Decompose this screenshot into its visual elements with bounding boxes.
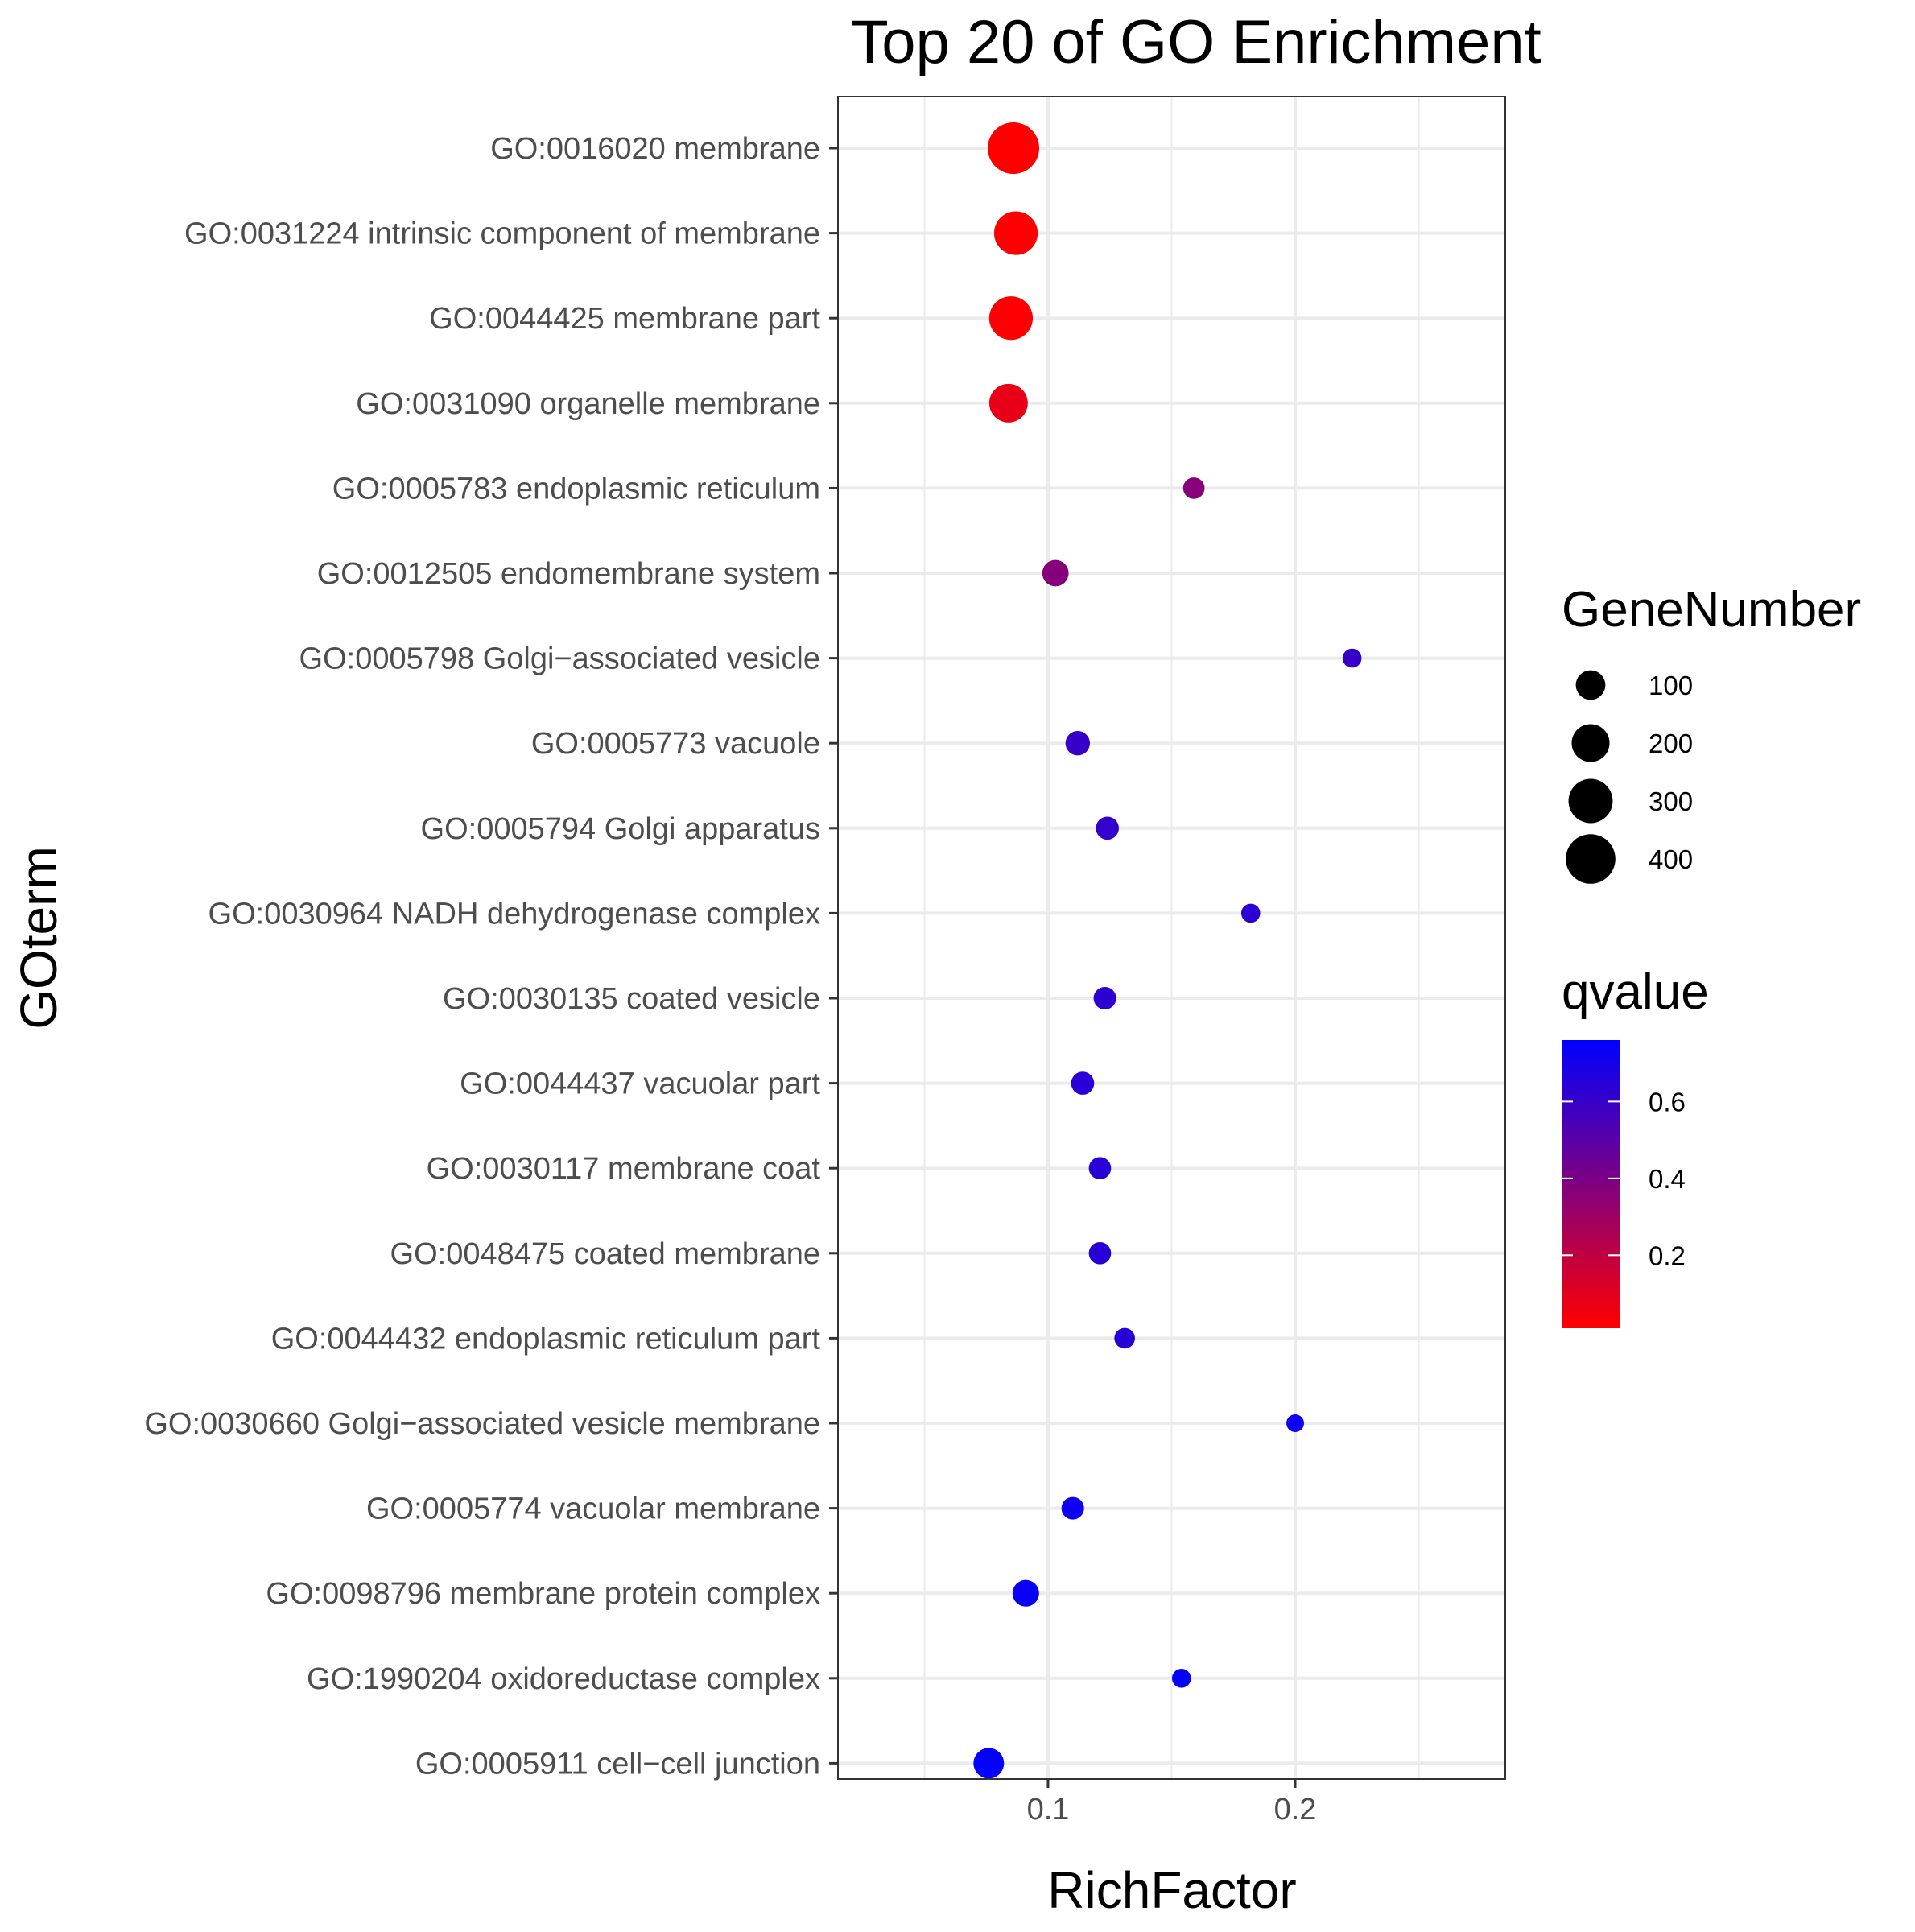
size-legend: GeneNumber 100 200 300 400 <box>1562 582 1861 884</box>
data-point <box>1342 648 1362 668</box>
colorbar-label: 0.4 <box>1649 1164 1686 1194</box>
y-tick-label: GO:0031224 intrinsic component of membra… <box>184 217 820 251</box>
data-point <box>1114 1327 1135 1349</box>
size-legend-label: 300 <box>1649 786 1693 816</box>
y-tick-label: GO:0005783 endoplasmic reticulum <box>332 472 820 506</box>
color-legend-title: qvalue <box>1562 964 1709 1020</box>
x-tick-label: 0.2 <box>1274 1793 1317 1827</box>
y-tick-label: GO:0030135 coated vesicle <box>443 982 820 1016</box>
y-tick-label: GO:1990204 oxidoreductase complex <box>307 1662 820 1696</box>
y-tick-label: GO:0048475 coated membrane <box>390 1237 820 1271</box>
y-tick-label: GO:0005911 cell−cell junction <box>415 1747 820 1781</box>
y-tick-label: GO:0030117 membrane coat <box>427 1152 821 1186</box>
data-point <box>1012 1579 1039 1607</box>
data-point <box>1061 1496 1084 1520</box>
data-point <box>1240 903 1261 923</box>
y-axis-title: GOterm <box>10 846 68 1030</box>
data-point <box>1096 816 1119 840</box>
data-point <box>993 211 1038 255</box>
colorbar <box>1562 1040 1620 1328</box>
data-point <box>988 296 1034 341</box>
data-point <box>1088 1157 1112 1180</box>
y-tick-label: GO:0005798 Golgi−associated vesicle <box>299 642 820 676</box>
y-tick-label: GO:0005774 vacuolar membrane <box>366 1492 820 1526</box>
y-tick-label: GO:0012505 endomembrane system <box>317 557 820 591</box>
plot-panel <box>837 96 1506 1780</box>
y-tick-label: GO:0030660 Golgi−associated vesicle memb… <box>144 1407 820 1441</box>
data-point <box>1286 1414 1304 1432</box>
x-axis: 0.1 0.2 <box>1027 1779 1317 1827</box>
data-points <box>973 122 1362 1779</box>
data-point <box>1182 477 1205 499</box>
size-legend-title: GeneNumber <box>1562 582 1861 638</box>
data-point <box>1093 986 1116 1010</box>
size-legend-key <box>1568 778 1613 824</box>
chart-title: Top 20 of GO Enrichment <box>851 8 1541 76</box>
y-tick-label: GO:0005794 Golgi apparatus <box>421 812 820 846</box>
data-point <box>1088 1241 1112 1265</box>
color-legend: qvalue 0.2 0.4 0.6 <box>1562 964 1709 1328</box>
y-tick-label: GO:0031090 organelle membrane <box>356 387 820 421</box>
size-legend-key <box>1575 670 1606 700</box>
x-tick-label: 0.1 <box>1027 1793 1070 1827</box>
data-point <box>1065 731 1091 756</box>
data-point <box>973 1748 1005 1779</box>
colorbar-label: 0.6 <box>1649 1087 1686 1117</box>
y-tick-label: GO:0044432 endoplasmic reticulum part <box>271 1322 821 1356</box>
y-tick-label: GO:0005773 vacuole <box>531 727 820 761</box>
y-axis: GO:0016020 membrane GO:0031224 intrinsic … <box>144 132 838 1781</box>
size-legend-key <box>1566 834 1616 884</box>
size-legend-label: 100 <box>1649 671 1693 700</box>
data-point <box>987 122 1039 174</box>
y-tick-label: GO:0098796 membrane protein complex <box>266 1577 820 1611</box>
data-point <box>1171 1668 1191 1688</box>
y-tick-label: GO:0044437 vacuolar part <box>460 1067 820 1101</box>
y-tick-label: GO:0044425 membrane part <box>429 302 820 336</box>
data-point <box>988 383 1028 423</box>
colorbar-label: 0.2 <box>1649 1241 1686 1270</box>
grid <box>838 97 1505 1779</box>
x-axis-title: RichFactor <box>1047 1861 1296 1919</box>
size-legend-label: 200 <box>1649 729 1693 758</box>
data-point <box>1071 1071 1095 1095</box>
y-tick-label: GO:0016020 membrane <box>490 132 820 166</box>
y-tick-label: GO:0030964 NADH dehydrogenase complex <box>208 897 820 931</box>
data-point <box>1042 559 1069 587</box>
size-legend-key <box>1571 724 1610 762</box>
size-legend-label: 400 <box>1649 844 1693 874</box>
